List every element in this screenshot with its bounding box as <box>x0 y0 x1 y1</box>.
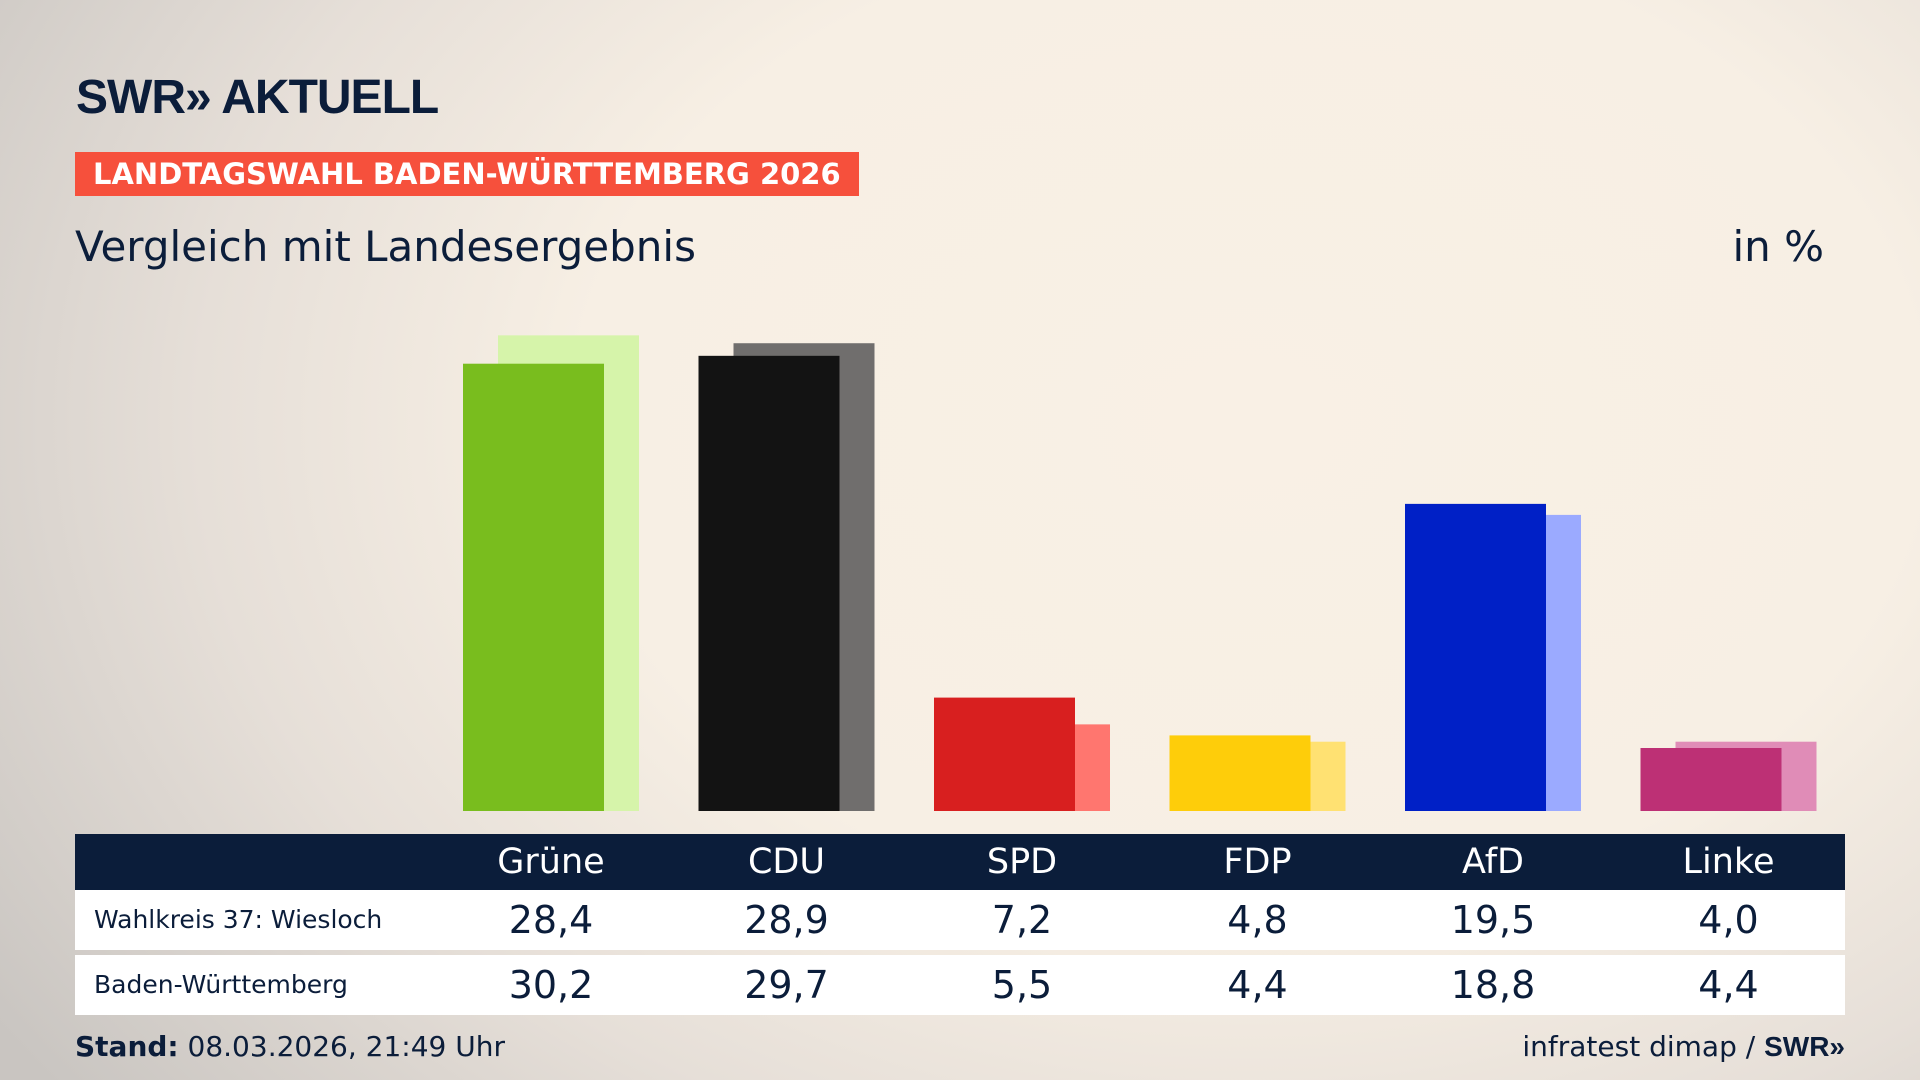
value-cell: 4,0 <box>1698 898 1759 942</box>
swr-logo-small: SWR» <box>1764 1031 1845 1062</box>
timestamp: Stand: 08.03.2026, 21:49 Uhr <box>75 1030 505 1063</box>
swr-aktuell-logo: SWR» AKTUELL <box>76 71 439 124</box>
row-label: Baden-Württemberg <box>94 970 348 999</box>
value-cell: 28,4 <box>508 898 594 942</box>
column-header: SPD <box>986 842 1058 882</box>
bar-chart <box>463 335 1817 811</box>
source: infratest dimap / SWR» <box>1522 1030 1845 1063</box>
value-cell: 30,2 <box>508 963 594 1007</box>
value-cell: 4,8 <box>1227 898 1288 942</box>
bar-linke-wahlkreis <box>1640 748 1782 811</box>
bar-cdu-wahlkreis <box>698 355 840 811</box>
table-row-land: Baden-Württemberg 30,2 29,7 5,5 4,4 18,8 4,4 <box>75 955 1845 1015</box>
column-header: Linke <box>1682 842 1775 882</box>
value-cell: 5,5 <box>991 963 1053 1007</box>
column-header: FDP <box>1223 842 1292 882</box>
unit-label: in % <box>1732 222 1824 271</box>
table-header: Grüne CDU SPD FDP AfD Linke <box>75 834 1845 890</box>
value-cell: 18,8 <box>1450 963 1536 1007</box>
bar-gruene-wahlkreis <box>463 363 604 811</box>
column-header: Grüne <box>497 842 605 882</box>
bar-spd-wahlkreis <box>934 697 1075 811</box>
bar-afd-wahlkreis <box>1405 503 1546 811</box>
column-header: AfD <box>1462 842 1524 882</box>
value-cell: 28,9 <box>744 898 829 942</box>
table-row-wahlkreis: Wahlkreis 37: Wiesloch 28,4 28,9 7,2 4,8 19,… <box>75 890 1845 950</box>
value-cell: 29,7 <box>744 963 829 1007</box>
stand-value: 08.03.2026, 21:49 Uhr <box>187 1030 505 1063</box>
value-cell: 4,4 <box>1227 963 1288 1007</box>
chart-subtitle: Vergleich mit Landesergebnis <box>75 222 696 271</box>
source-text: infratest dimap / <box>1522 1030 1756 1063</box>
row-label: Wahlkreis 37: Wiesloch <box>94 905 383 934</box>
stand-label: Stand: <box>75 1030 179 1063</box>
value-cell: 19,5 <box>1450 898 1536 942</box>
value-cell: 7,2 <box>991 898 1053 942</box>
column-header: CDU <box>747 842 825 882</box>
bar-fdp-wahlkreis <box>1169 735 1311 811</box>
election-banner: LANDTAGSWAHL BADEN-WÜRTTEMBERG 2026 <box>75 152 859 196</box>
value-cell: 4,4 <box>1698 963 1759 1007</box>
